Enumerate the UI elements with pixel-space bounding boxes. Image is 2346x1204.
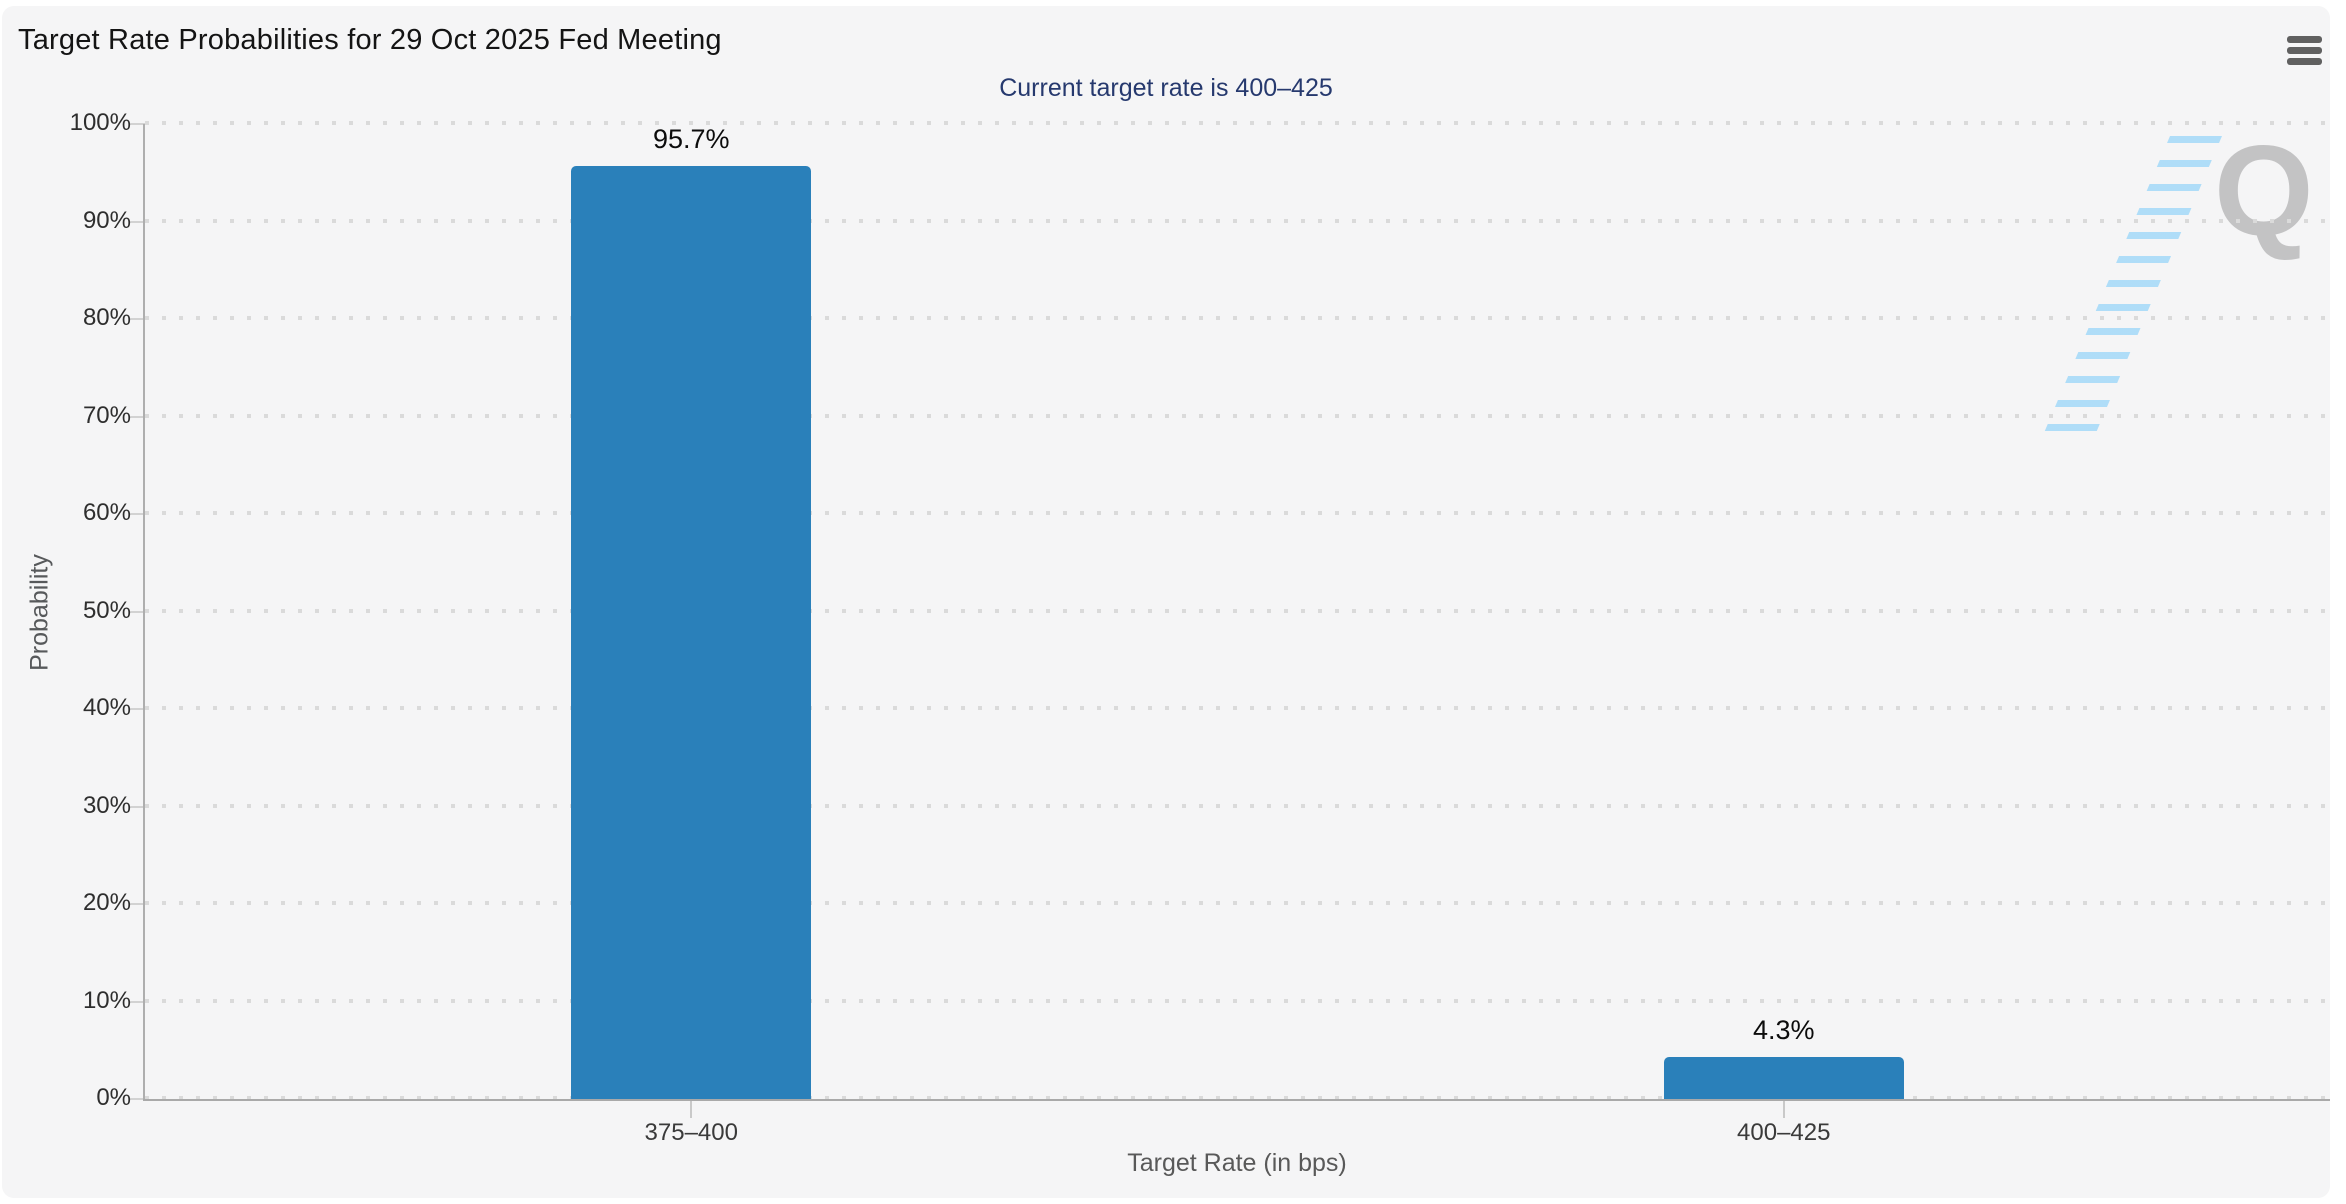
y-axis-tick-label: 30% bbox=[82, 791, 131, 819]
watermark-q-icon: Q bbox=[2214, 120, 2314, 263]
y-gridline bbox=[145, 121, 2330, 125]
y-gridline bbox=[145, 901, 2330, 905]
y-gridline bbox=[145, 1096, 2330, 1100]
y-axis-tick bbox=[129, 1000, 145, 1003]
y-axis-tick-label: 90% bbox=[82, 206, 131, 234]
x-axis-title: Target Rate (in bps) bbox=[1127, 1149, 1347, 1177]
y-axis-tick bbox=[129, 610, 145, 613]
y-axis-tick-label: 10% bbox=[82, 986, 131, 1014]
y-gridline bbox=[145, 706, 2330, 710]
chart-card: Target Rate Probabilities for 29 Oct 202… bbox=[2, 6, 2330, 1198]
x-axis-tick bbox=[1782, 1101, 1785, 1118]
y-axis-tick bbox=[129, 415, 145, 418]
quikstrike-watermark: Q bbox=[2038, 106, 2342, 446]
y-axis-tick bbox=[129, 220, 145, 223]
y-axis-tick bbox=[129, 123, 145, 125]
chart-subtitle: Current target rate is 400–425 bbox=[999, 74, 1333, 102]
y-gridline bbox=[145, 803, 2330, 808]
y-axis-tick-label: 70% bbox=[82, 401, 131, 429]
watermark-dashes-icon bbox=[2038, 136, 2222, 446]
y-axis-tick bbox=[129, 903, 145, 905]
y-gridline bbox=[145, 218, 2330, 223]
bar-value-label: 95.7% bbox=[652, 123, 730, 154]
hamburger-menu-icon[interactable] bbox=[2280, 30, 2328, 70]
y-axis-tick bbox=[129, 513, 145, 515]
y-axis-tick-label: 50% bbox=[82, 596, 131, 624]
y-axis-tick bbox=[129, 1098, 145, 1100]
y-gridline bbox=[145, 413, 2330, 418]
y-axis-tick bbox=[129, 805, 145, 808]
bar-375–400[interactable] bbox=[571, 165, 812, 1099]
y-axis-tick-label: 0% bbox=[96, 1084, 131, 1111]
y-gridline bbox=[145, 316, 2330, 320]
y-gridline bbox=[145, 608, 2330, 613]
x-axis-tick bbox=[690, 1101, 693, 1118]
y-axis-tick bbox=[129, 318, 145, 320]
x-axis-category-label: 375–400 bbox=[644, 1119, 738, 1146]
y-axis-line bbox=[143, 124, 145, 1099]
y-axis-tick-label: 60% bbox=[82, 499, 131, 526]
x-axis-line bbox=[143, 1099, 2330, 1101]
y-gridline bbox=[145, 998, 2330, 1003]
x-axis-category-label: 400–425 bbox=[1737, 1119, 1831, 1146]
chart-title: Target Rate Probabilities for 29 Oct 202… bbox=[18, 24, 722, 56]
bar-value-label: 4.3% bbox=[1752, 1015, 1815, 1046]
y-axis-tick-label: 20% bbox=[82, 889, 131, 916]
y-axis-tick bbox=[129, 708, 145, 710]
y-gridline bbox=[145, 511, 2330, 515]
bar-400–425[interactable] bbox=[1663, 1057, 1904, 1099]
y-axis-tick-label: 40% bbox=[82, 694, 131, 721]
y-axis-tick-label: 80% bbox=[82, 304, 131, 331]
y-axis-tick-label: 100% bbox=[69, 109, 131, 136]
